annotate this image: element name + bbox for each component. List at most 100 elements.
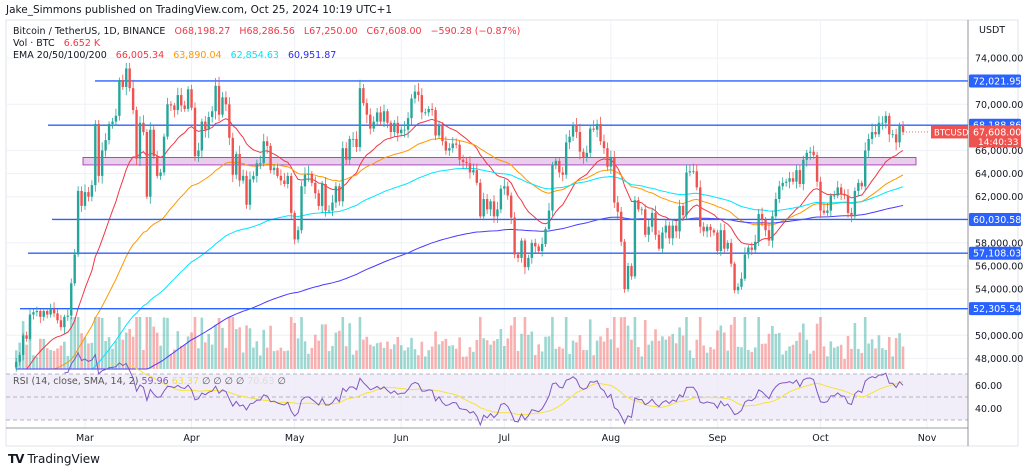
candle — [393, 122, 396, 133]
volume-bar — [417, 355, 420, 369]
volume-bar — [362, 339, 365, 369]
candle — [475, 170, 479, 183]
volume-bar — [832, 347, 836, 369]
volume-label: Vol · BTC — [13, 38, 55, 49]
level-price-label: 72,021.95 — [973, 76, 1021, 87]
candle — [87, 192, 90, 197]
level-lines[interactable] — [20, 80, 968, 310]
y-tick-label: 56,000.00 — [975, 262, 1023, 273]
candle — [97, 123, 100, 176]
candle — [527, 257, 530, 268]
candle — [874, 132, 877, 135]
volume-bar — [248, 328, 252, 369]
candle — [644, 209, 647, 235]
candle — [331, 202, 334, 211]
volume-bar — [784, 350, 788, 369]
volume-bar — [771, 325, 774, 369]
volume-bar — [393, 344, 396, 369]
candle — [324, 183, 327, 211]
candle — [901, 125, 905, 132]
volume-bar — [609, 339, 613, 369]
x-tick-label: Aug — [602, 433, 621, 444]
candle — [214, 85, 217, 112]
rsi-empty-5: ∅ — [277, 376, 286, 387]
rsi-legend[interactable]: RSI (14, close, SMA, 14, 2) 59.96 63.37 … — [13, 376, 286, 387]
volume-bar — [135, 317, 138, 369]
currency-label[interactable]: USDT — [979, 25, 1006, 36]
volume-bar — [76, 317, 80, 369]
candle — [719, 230, 723, 251]
candle — [733, 263, 736, 291]
volume-bar — [423, 356, 427, 369]
candle — [345, 148, 348, 160]
ema100-line — [16, 167, 904, 370]
volume-bar — [561, 348, 565, 369]
volume-bar — [482, 338, 485, 369]
volume-value: 6.652 K — [63, 38, 101, 49]
volume-bar — [238, 327, 241, 369]
volume-bar — [633, 317, 637, 369]
candle — [369, 114, 372, 129]
volume-bar — [289, 317, 293, 369]
candle — [558, 160, 561, 173]
candle — [846, 195, 850, 213]
volume-bar — [155, 332, 159, 369]
candle — [410, 98, 413, 119]
volume-bar — [757, 317, 760, 369]
candle — [142, 122, 145, 133]
candle — [891, 134, 894, 136]
candle — [774, 199, 778, 217]
volume-bar — [272, 351, 276, 369]
candle — [860, 182, 863, 187]
candle — [210, 111, 214, 118]
volume-bar — [819, 317, 822, 369]
candle — [32, 312, 35, 315]
candle — [42, 311, 45, 317]
candle — [702, 226, 705, 232]
candle — [56, 313, 59, 321]
volume-legend[interactable]: Vol · BTC 6.652 K — [13, 38, 106, 49]
candle — [290, 175, 293, 213]
time-axis[interactable]: Mar Apr May Jun Jul Aug Sep Oct Nov — [76, 433, 937, 444]
volume-bar — [186, 336, 190, 369]
candle — [664, 225, 668, 233]
footer-brand[interactable]: TV TradingView — [8, 452, 100, 466]
candle — [640, 209, 643, 211]
volume-bar — [863, 317, 867, 369]
volume-bar — [530, 331, 534, 369]
candle — [107, 123, 111, 141]
candle — [286, 175, 289, 184]
volume-bar — [722, 332, 726, 369]
candle — [589, 128, 592, 153]
volume-bar — [286, 350, 290, 369]
volume-bar — [437, 344, 441, 369]
volume-bar — [444, 338, 448, 369]
candle — [303, 174, 307, 187]
candle — [678, 205, 681, 232]
candle — [647, 226, 650, 235]
volume-bar — [104, 340, 107, 369]
candle — [152, 129, 155, 157]
volume-bar — [571, 340, 575, 369]
symbol-legend[interactable]: Bitcoin / TetherUS, 1D, BINANCE O68,198.… — [13, 26, 526, 37]
price-axis[interactable]: 74,000.00 70,000.00 66,000.00 64,000.00 62,0… — [969, 54, 1023, 415]
rsi-ma-line — [109, 362, 904, 416]
volume-bar — [42, 338, 46, 369]
candle — [578, 132, 582, 152]
level-price-tag — [969, 302, 1021, 316]
candle — [551, 165, 554, 211]
volume-bar — [719, 325, 723, 369]
candle — [348, 138, 351, 160]
candle — [812, 151, 815, 156]
candle — [197, 150, 200, 157]
volume-bar — [592, 355, 595, 369]
volume-bar — [637, 347, 640, 369]
support-zone[interactable] — [82, 157, 917, 166]
rsi-ma-value: 63.37 — [171, 376, 199, 387]
volume-bar — [183, 344, 186, 369]
candle — [743, 254, 747, 279]
volume-bar — [118, 317, 121, 369]
volume-bar — [152, 326, 156, 369]
ema-legend[interactable]: EMA 20/50/100/200 66,005.34 63,890.04 62… — [13, 50, 342, 61]
